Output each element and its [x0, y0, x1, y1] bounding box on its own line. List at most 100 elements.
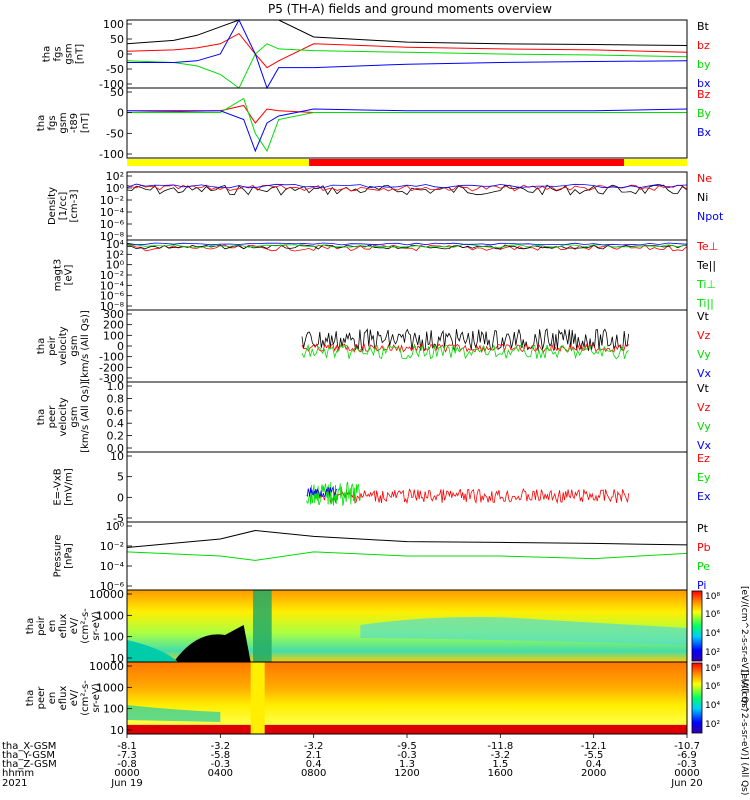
panel-0-ylabel-2: gsm	[64, 43, 75, 64]
xaxis-y-0: -7.3	[117, 750, 137, 761]
x-axis: tha_X-GSMtha_Y-GSMtha_Z-GSMhhmm2021-8.1-…	[2, 734, 703, 789]
panel-3-legend-te: Te||	[696, 259, 716, 272]
panel-1-ylabel-1: fgs	[47, 115, 58, 130]
panel-8-ylabel-4: eV/	[69, 617, 80, 634]
panel-5-ylabel-3: gsm	[69, 406, 80, 427]
series-by-panel-1	[127, 97, 687, 153]
xaxis-row-label-4: 2021	[2, 778, 27, 789]
panel-2-tick-label-3: 10⁻⁴	[100, 206, 125, 219]
panel-2-ylabel-1: [1/cc]	[58, 192, 69, 221]
spectrogram-electron-red-low	[127, 725, 687, 734]
panel-5-tick-label-1: 0.8	[107, 392, 125, 405]
xaxis-date-0: Jun 19	[110, 778, 143, 789]
xaxis-z-3: 1.3	[399, 759, 415, 770]
colorbar-1-tick-1: 10⁶	[705, 610, 720, 620]
xaxis-z-1: -0.3	[211, 759, 231, 770]
panel-0-tick-label-4: -100	[99, 78, 124, 91]
panel-7-tick-label-1: 10⁻²	[100, 540, 124, 553]
panel-3-tick-label-5: 10⁻⁶	[100, 290, 125, 303]
panel-6-ylabel-1: [mV/m]	[64, 468, 75, 506]
panel-8-ylabel-2: en	[47, 620, 58, 633]
panel-0-tick-label-1: 50	[110, 33, 124, 46]
colorbar-1	[691, 590, 703, 662]
panel-3-legend-te: Te⊥	[696, 240, 718, 253]
panel-7-legend-pt: Pt	[697, 522, 709, 535]
colorbar-1-label: [eV/(cm^2-s-sr-eV)] (All Qs)	[739, 586, 749, 711]
panel-7-tick-label-0: 10⁰	[106, 520, 125, 533]
series-bt-panel-0	[126, 19, 688, 46]
panel-6-tick-label-0: 10	[110, 450, 124, 463]
panel-1-ylabel-4: [nT]	[80, 113, 91, 133]
panel-3-tick-label-1: 10²	[106, 248, 124, 261]
panel-9-ylabel-0: tha	[25, 690, 36, 706]
panel-8-tick-label-0: 10000	[89, 588, 124, 601]
xaxis-row-label-1: tha_Y-GSM	[2, 750, 55, 761]
panel-1-legend-bz: Bz	[697, 88, 711, 101]
panel-2-tick-label-1: 10⁰	[106, 182, 125, 195]
xaxis-hhmm-1: 0400	[208, 768, 233, 779]
series-bz-panel-0	[126, 32, 688, 69]
panel-7-legend-pe: Pe	[697, 560, 710, 573]
panel-4-tick-label-0: 300	[103, 308, 124, 321]
xaxis-x-6: -10.7	[674, 741, 700, 752]
panel-3-ylabel-1: [eV]	[64, 265, 75, 286]
xaxis-hhmm-3: 1200	[394, 768, 419, 779]
xaxis-hhmm-5: 2000	[581, 768, 606, 779]
panel-4-legend-vz: Vz	[697, 329, 711, 342]
panel-9-ylabel-5: (cm²-s-	[80, 680, 91, 716]
panel-5-tick-label-5: 0.0	[107, 442, 125, 455]
trace-vz	[301, 342, 629, 354]
xaxis-y-3: -0.3	[397, 750, 417, 761]
panel-9-ylabel-2: en	[47, 692, 58, 705]
panel-5-ylabel-4: [km/s (All Qs)]	[80, 381, 91, 453]
xaxis-x-3: -9.5	[397, 741, 417, 752]
panel-3-tick-label-3: 10⁻²	[100, 269, 124, 282]
colorbar-2-tick-0: 10⁸	[705, 664, 720, 674]
panel-4-tick-label-2: 100	[103, 329, 124, 342]
panel-3-tick-label-4: 10⁻⁴	[100, 279, 125, 292]
trace-ey	[306, 481, 361, 506]
panel-3-tick-label-2: 10⁰	[106, 259, 125, 272]
panel-2-tick-label-5: 10⁻⁸	[100, 230, 125, 243]
panel-6-legend-ex: Ex	[697, 490, 711, 503]
xaxis-row-label-2: tha_Z-GSM	[2, 759, 57, 770]
panel-9-tick-label-2: 100	[103, 703, 124, 716]
panel-9-ylabel-1: peer	[36, 686, 47, 710]
spectrogram-ion-cyan-band	[360, 616, 687, 645]
mode-bar-red	[309, 159, 624, 166]
panel-8-ylabel-0: tha	[25, 618, 36, 634]
xaxis-date-6: Jun 20	[670, 778, 703, 789]
panel-0-legend-bx: bx	[697, 77, 711, 90]
panel-3-legend-ti: Ti||	[696, 297, 714, 310]
panel-5-legend-vz: Vz	[697, 401, 711, 414]
panel-3-legend-ti: Ti⊥	[696, 278, 716, 291]
panel-7-ylabel-1: [nPa]	[64, 543, 75, 569]
panel-1-tick-label-0: 50	[110, 86, 124, 99]
xaxis-hhmm-2: 0800	[301, 768, 326, 779]
panel-6-legend-ez: Ez	[697, 452, 710, 465]
spectrogram-electron-cyan	[127, 705, 221, 722]
panel-9-tick-label-1: 1000	[96, 681, 124, 694]
panel-0-ylabel-0: tha	[42, 46, 53, 62]
panel-8-ylabel-1: peir	[36, 615, 47, 635]
spectrogram-ion-gap	[253, 590, 272, 662]
xaxis-row-label-0: tha_X-GSM	[2, 741, 56, 752]
trace-ti-blue	[126, 242, 688, 246]
panel-4-legend-vy: Vy	[697, 348, 711, 361]
panel-5-legend-vy: Vy	[697, 420, 711, 433]
panel-3-tick-label-0: 10⁴	[106, 238, 125, 251]
colorbar-1-tick-0: 10⁸	[705, 592, 720, 602]
panel-2-legend-npot: Npot	[697, 210, 724, 223]
trace-ez	[313, 487, 630, 505]
panel-5-ylabel-0: tha	[36, 409, 47, 425]
panel-7-ylabel-0: Pressure	[53, 535, 64, 578]
panel-9-ylabel-4: eV/	[69, 689, 80, 706]
xaxis-hhmm-0: 0000	[114, 768, 139, 779]
colorbar-1-tick-2: 10⁴	[705, 629, 720, 639]
panel-1-ylabel-0: tha	[36, 115, 47, 131]
panel-9-ylabel-3: eflux	[58, 686, 69, 711]
panel-4-tick-label-5: -200	[99, 361, 124, 374]
panel-frame-5	[126, 381, 688, 453]
panel-7-legend-pi: Pi	[697, 579, 706, 592]
